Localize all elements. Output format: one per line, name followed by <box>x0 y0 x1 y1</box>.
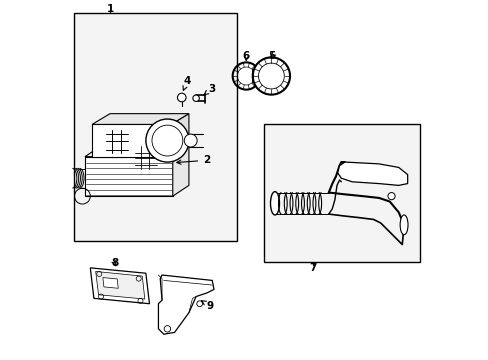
Polygon shape <box>85 157 172 196</box>
Bar <box>74 13 237 241</box>
Text: 2: 2 <box>177 155 210 165</box>
Polygon shape <box>90 268 149 304</box>
Polygon shape <box>92 114 188 125</box>
Circle shape <box>184 134 197 147</box>
Text: 3: 3 <box>203 84 215 95</box>
Polygon shape <box>96 271 144 299</box>
Ellipse shape <box>270 192 279 215</box>
Polygon shape <box>92 125 171 157</box>
Polygon shape <box>337 162 407 185</box>
Text: 7: 7 <box>308 263 316 273</box>
Text: 8: 8 <box>111 258 118 268</box>
Polygon shape <box>85 146 188 157</box>
Text: 9: 9 <box>201 301 214 311</box>
Polygon shape <box>158 275 214 334</box>
Polygon shape <box>171 114 188 157</box>
Text: 6: 6 <box>242 51 249 61</box>
Circle shape <box>145 119 188 162</box>
Circle shape <box>387 193 394 200</box>
Text: 5: 5 <box>267 51 275 61</box>
Circle shape <box>192 95 199 102</box>
Bar <box>264 125 419 262</box>
Polygon shape <box>102 278 118 288</box>
Text: 4: 4 <box>183 76 190 90</box>
Circle shape <box>252 57 289 95</box>
Text: 1: 1 <box>106 4 113 14</box>
Ellipse shape <box>399 215 407 235</box>
Polygon shape <box>172 146 188 196</box>
Circle shape <box>177 93 185 102</box>
